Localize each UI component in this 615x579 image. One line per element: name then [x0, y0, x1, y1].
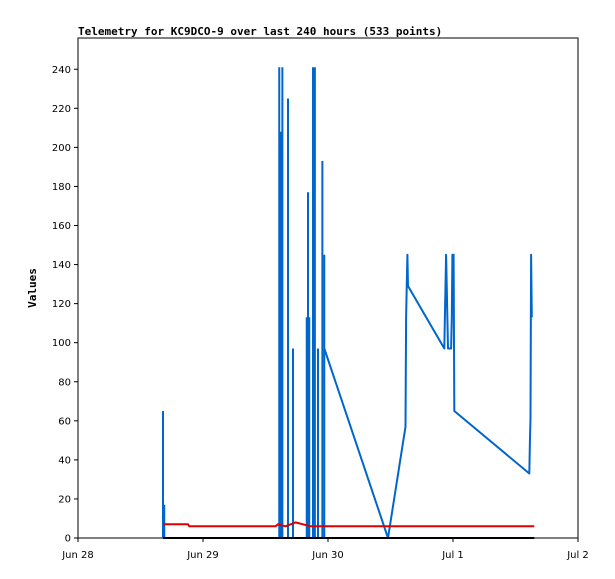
y-tick-label: 80 — [58, 377, 71, 388]
y-tick-label: 140 — [52, 260, 71, 271]
x-tick-label: Jun 30 — [311, 550, 344, 561]
y-tick-label: 0 — [65, 534, 71, 545]
x-tick-label: Jul 1 — [441, 550, 464, 561]
x-tick-label: Jun 28 — [61, 550, 94, 561]
y-axis: 0 20 40 60 80 100 120 140 160 180 200 220 240 — [52, 65, 78, 545]
x-tick-label: Jul 2 — [566, 550, 589, 561]
y-tick-label: 200 — [52, 143, 71, 154]
y-tick-label: 240 — [52, 65, 71, 76]
y-tick-label: 100 — [52, 338, 71, 349]
series-line-1 — [323, 253, 533, 539]
series-line-2 — [163, 521, 535, 528]
y-tick-label: 220 — [52, 104, 71, 115]
y-tick-label: 160 — [52, 221, 71, 232]
y-tick-label: 180 — [52, 182, 71, 193]
x-axis: Jun 28 Jun 29 Jun 30 Jul 1 Jul 2 — [61, 538, 589, 561]
chart-title: Telemetry for KC9DCO-9 over last 240 hou… — [78, 25, 442, 38]
y-tick-label: 60 — [58, 416, 71, 427]
x-tick-label: Jun 29 — [186, 550, 219, 561]
plot-frame — [77, 37, 579, 539]
y-tick-label: 20 — [58, 494, 71, 505]
y-tick-label: 40 — [58, 455, 71, 466]
series-group — [162, 67, 535, 539]
y-axis-label: Values — [26, 268, 39, 308]
y-tick-label: 120 — [52, 299, 71, 310]
